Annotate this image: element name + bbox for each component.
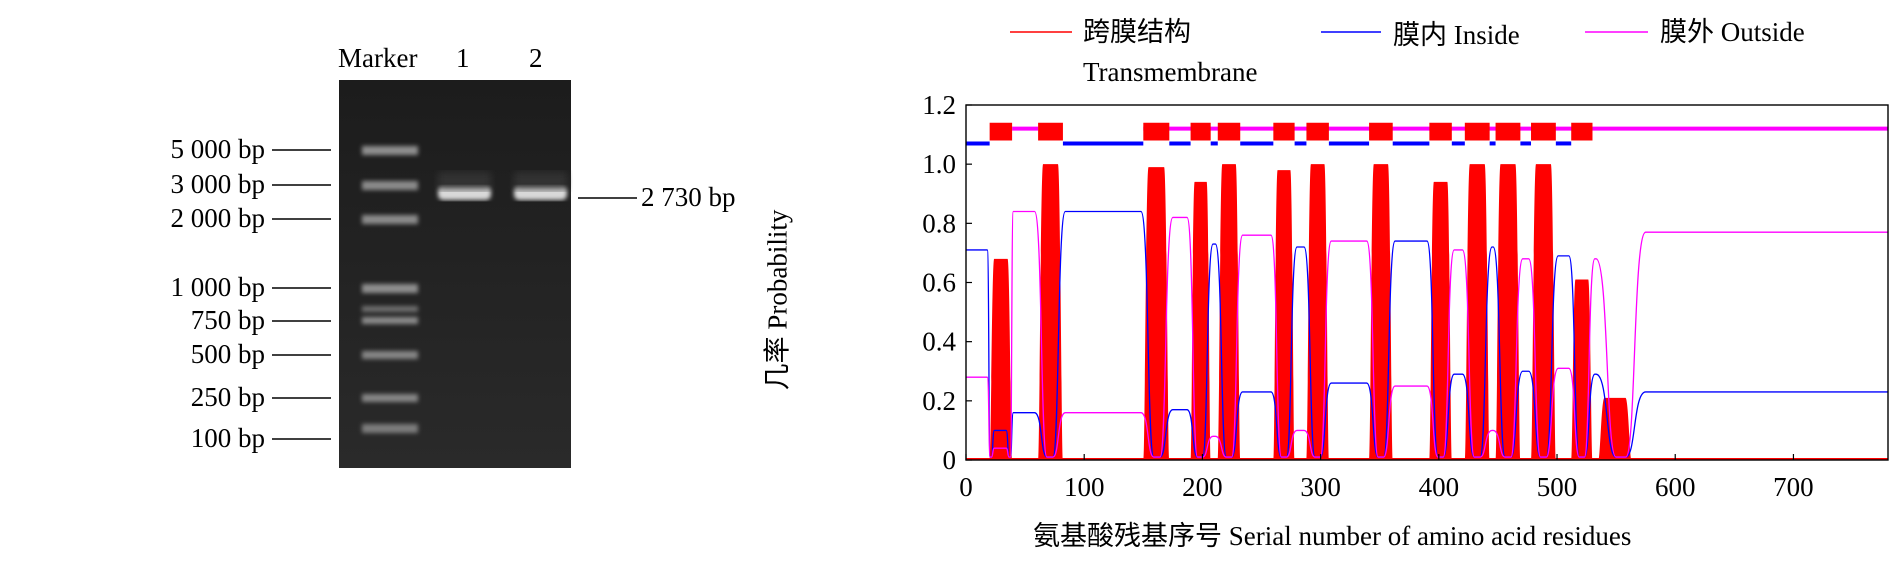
- topology-transmembrane-box: [1571, 122, 1593, 141]
- product-size-label: 2 730 bp: [641, 182, 736, 212]
- marker-band-label: 3 000 bp: [170, 169, 266, 199]
- legend-label-inside: 膜内 Inside: [1393, 20, 1520, 50]
- topology-transmembrane-box: [1306, 122, 1329, 141]
- x-tick-label: 100: [1064, 472, 1105, 502]
- transmembrane-peak: [1273, 170, 1295, 461]
- transmembrane-peak: [1495, 164, 1521, 460]
- y-tick-label: 0.6: [922, 268, 956, 298]
- x-axis-title: 氨基酸残基序号 Serial number of amino acid resi…: [1033, 521, 1632, 551]
- lane-label-2: 2: [529, 43, 543, 73]
- x-tick-label: 0: [959, 472, 973, 502]
- gel-image: [339, 80, 571, 468]
- marker-band-label: 250 bp: [190, 382, 265, 412]
- lane-label-1: 1: [456, 43, 470, 73]
- transmembrane-peak: [1369, 164, 1393, 460]
- y-tick-label: 0.4: [922, 327, 956, 357]
- marker-band-label: 750 bp: [190, 305, 265, 335]
- x-tick-label: 500: [1537, 472, 1578, 502]
- outside-probability-line: [966, 210, 1888, 458]
- topology-transmembrane-box: [1190, 122, 1211, 141]
- gel-image-marker-lane: [362, 146, 418, 433]
- legend-label-outside: 膜外 Outside: [1660, 17, 1805, 47]
- transmembrane-peak: [1190, 181, 1211, 460]
- y-tick-label: 1.2: [922, 90, 956, 120]
- topology-transmembrane-box: [1464, 122, 1490, 141]
- topology-transmembrane-box: [1217, 122, 1241, 141]
- x-tick-label: 300: [1300, 472, 1341, 502]
- y-tick-label: 1.0: [922, 149, 956, 179]
- transmembrane-peak: [1531, 164, 1556, 460]
- topology-transmembrane-box: [1143, 122, 1170, 141]
- transmembrane-peak: [1464, 164, 1490, 460]
- marker-band-label: 1 000 bp: [170, 272, 266, 302]
- topology-transmembrane-box: [1429, 122, 1452, 141]
- x-tick-label: 400: [1419, 472, 1460, 502]
- x-tick-label: 600: [1655, 472, 1696, 502]
- marker-band-label: 100 bp: [190, 423, 265, 453]
- plot-frame: [965, 104, 1889, 461]
- topology-transmembrane-box: [1038, 122, 1063, 141]
- topology-transmembrane-box: [989, 122, 1013, 141]
- marker-band-label: 5 000 bp: [170, 134, 266, 164]
- lane-label-marker: Marker: [338, 43, 418, 73]
- transmembrane-peak: [1217, 164, 1241, 460]
- y-tick-label: 0: [943, 445, 957, 475]
- marker-band-label: 2 000 bp: [170, 203, 266, 233]
- transmembrane-peak: [989, 258, 1013, 460]
- inside-probability-line: [966, 210, 1888, 458]
- legend-label-transmembrane-en: Transmembrane: [1083, 57, 1258, 87]
- y-tick-label: 0.2: [922, 386, 956, 416]
- transmembrane-peak: [1598, 397, 1632, 460]
- y-tick-label: 0.8: [922, 208, 956, 238]
- topology-transmembrane-box: [1369, 122, 1393, 141]
- marker-ticks: [272, 149, 637, 440]
- topology-transmembrane-box: [1495, 122, 1521, 141]
- transmembrane-peak: [1429, 181, 1452, 460]
- x-tick-label: 700: [1773, 472, 1814, 502]
- y-axis-title: 几率 Probability: [762, 209, 793, 391]
- topology-transmembrane-box: [1531, 122, 1556, 141]
- topology-transmembrane-box: [1273, 122, 1295, 141]
- legend-label-transmembrane: 跨膜结构: [1083, 17, 1191, 47]
- x-tick-label: 200: [1182, 472, 1223, 502]
- marker-band-label: 500 bp: [190, 339, 265, 369]
- gel-image-sample-bands: [438, 172, 567, 200]
- transmembrane-peak: [1306, 164, 1329, 460]
